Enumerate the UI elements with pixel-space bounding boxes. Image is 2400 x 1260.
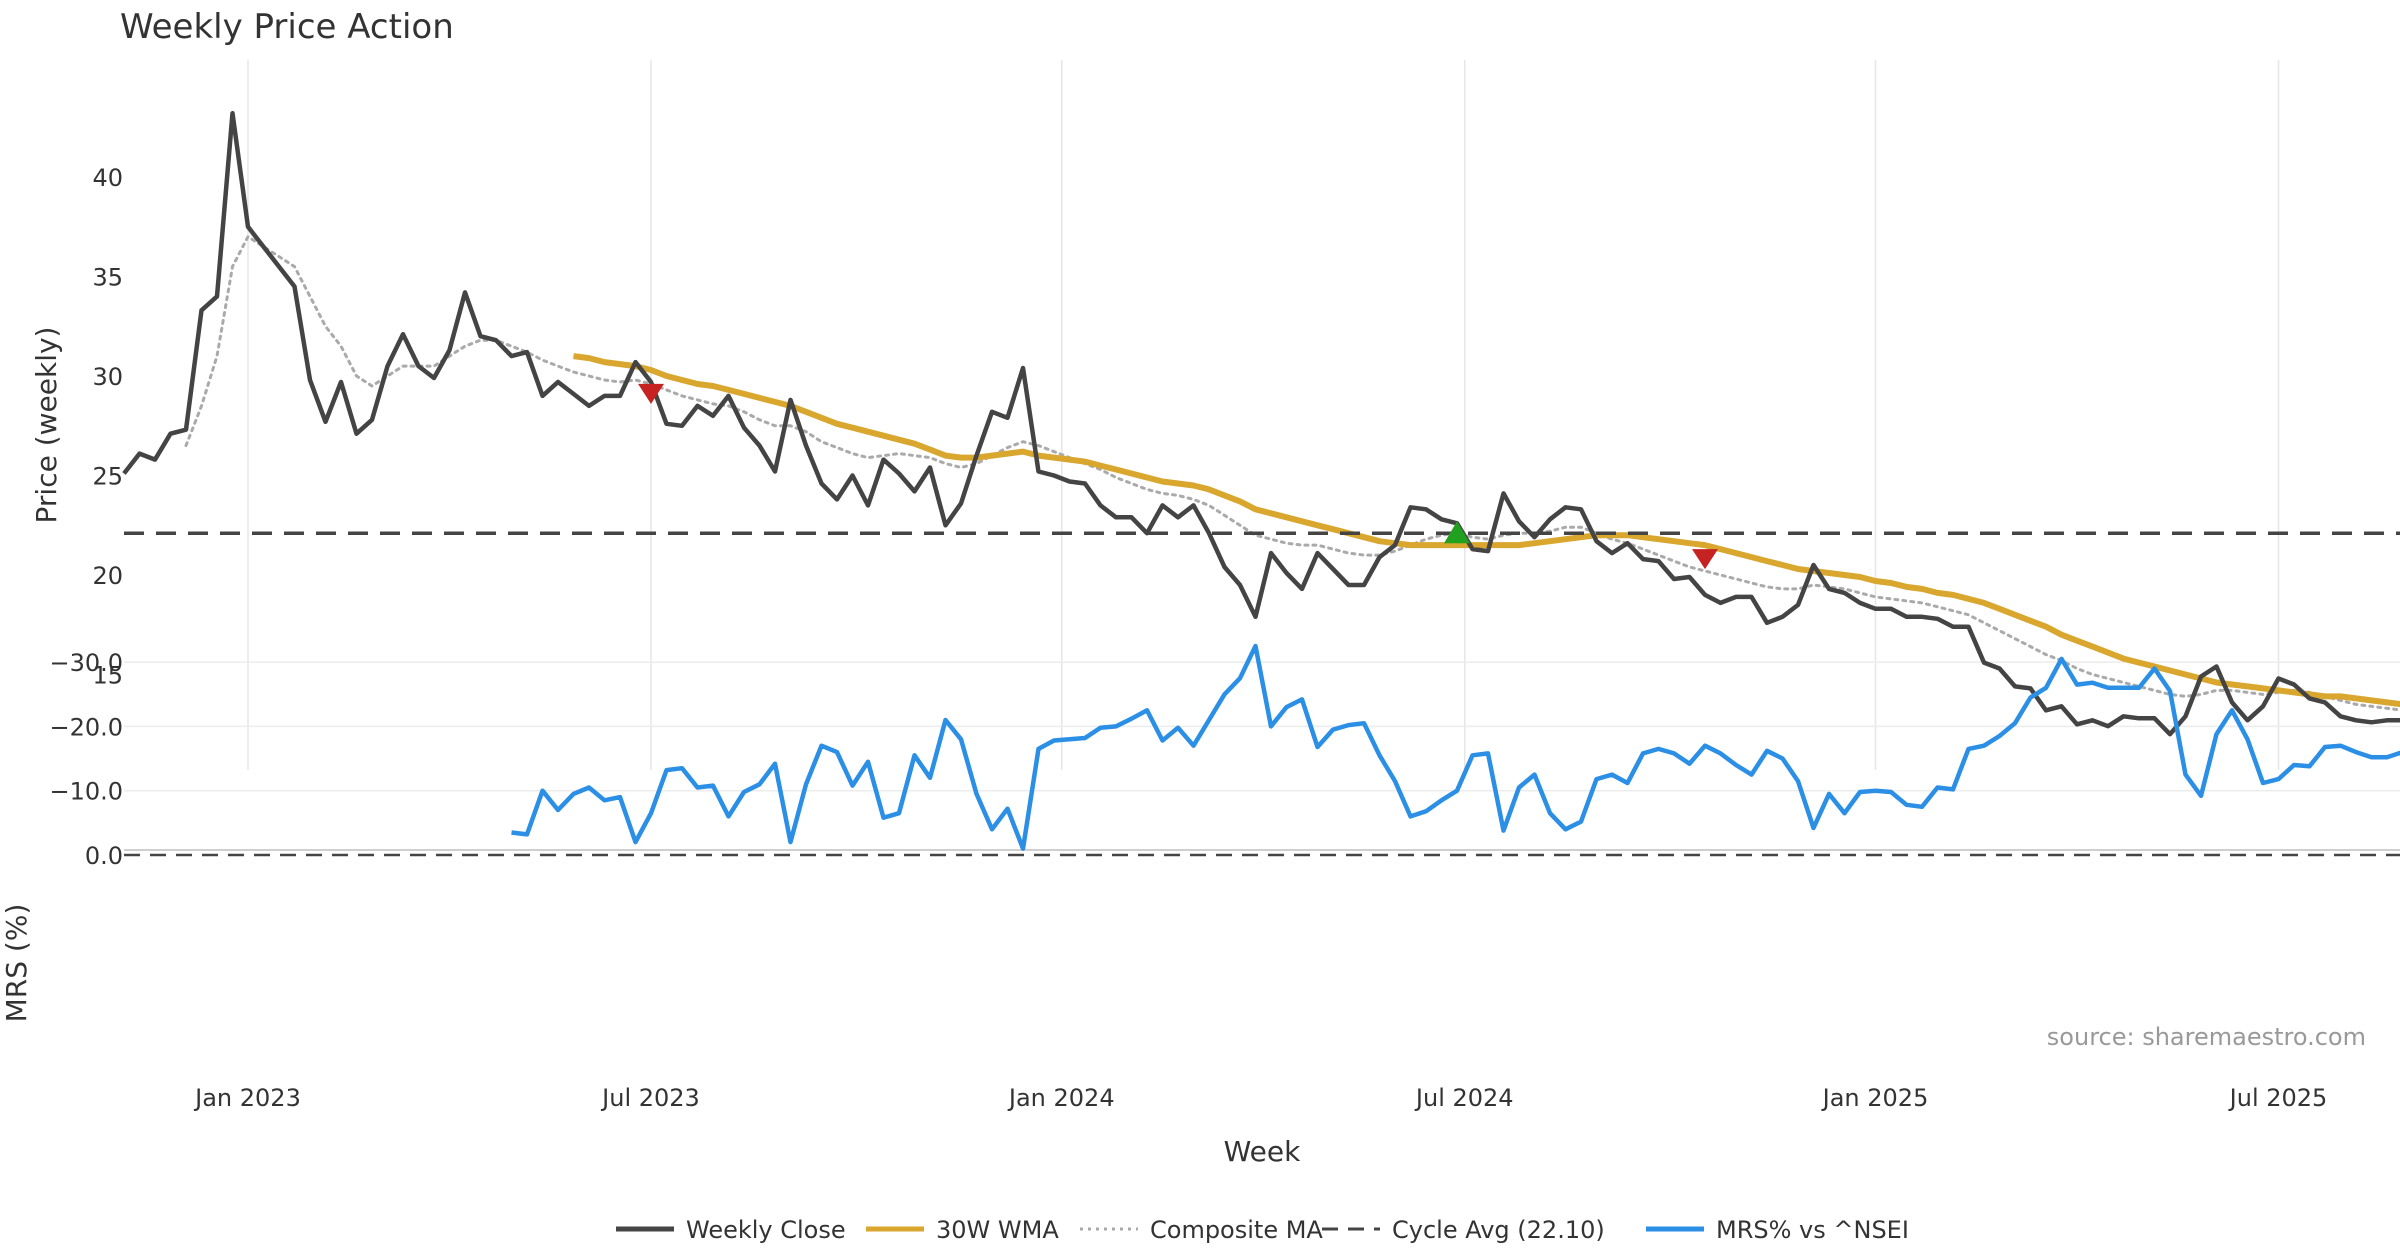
mrs-y-tick-label: −30.0 [49, 649, 123, 677]
x-tick-label: Jul 2025 [2228, 1084, 2328, 1112]
legend-label: Cycle Avg (22.10) [1392, 1216, 1605, 1244]
x-tick-label: Jul 2024 [1414, 1084, 1514, 1112]
series-weekly-close [122, 111, 2400, 737]
price-y-tick-label: 20 [92, 562, 123, 590]
series-30w-wma [573, 353, 2400, 708]
price-y-tick-label: 15 [92, 662, 123, 690]
price-y-axis-label: Price (weekly) [30, 327, 63, 524]
x-tick-label: Jan 2024 [1007, 1084, 1115, 1112]
x-tick-label: Jul 2023 [600, 1084, 700, 1112]
chart-title: Weekly Price Action [120, 7, 454, 47]
mrs-y-tick-label: −20.0 [49, 713, 123, 741]
mrs-y-tick-label: −10.0 [49, 778, 123, 806]
series-mrs [511, 643, 2400, 851]
legend-label: 30W WMA [936, 1216, 1059, 1244]
sell-signal-marker [638, 383, 664, 404]
x-axis-label: Week [1224, 1135, 1301, 1168]
legend-label: MRS% vs ^NSEI [1716, 1216, 1909, 1244]
x-tick-label: Jan 2025 [1821, 1084, 1929, 1112]
mrs-y-axis-label: MRS (%) [0, 904, 33, 1023]
buy-signal-marker [1444, 521, 1470, 544]
mrs-y-tick-label: 0.0 [85, 842, 123, 870]
legend-label: Weekly Close [686, 1216, 846, 1244]
price-y-tick-label: 30 [92, 363, 123, 391]
sell-signal-marker [1692, 549, 1718, 570]
price-y-tick-label: 40 [92, 164, 123, 192]
source-note: source: sharemaestro.com [2047, 1023, 2366, 1051]
price-y-tick-label: 35 [92, 264, 123, 292]
legend-label: Composite MA [1150, 1216, 1323, 1244]
x-tick-label: Jan 2023 [193, 1084, 301, 1112]
price-y-tick-label: 25 [92, 463, 123, 491]
series-composite-ma [184, 234, 2400, 712]
